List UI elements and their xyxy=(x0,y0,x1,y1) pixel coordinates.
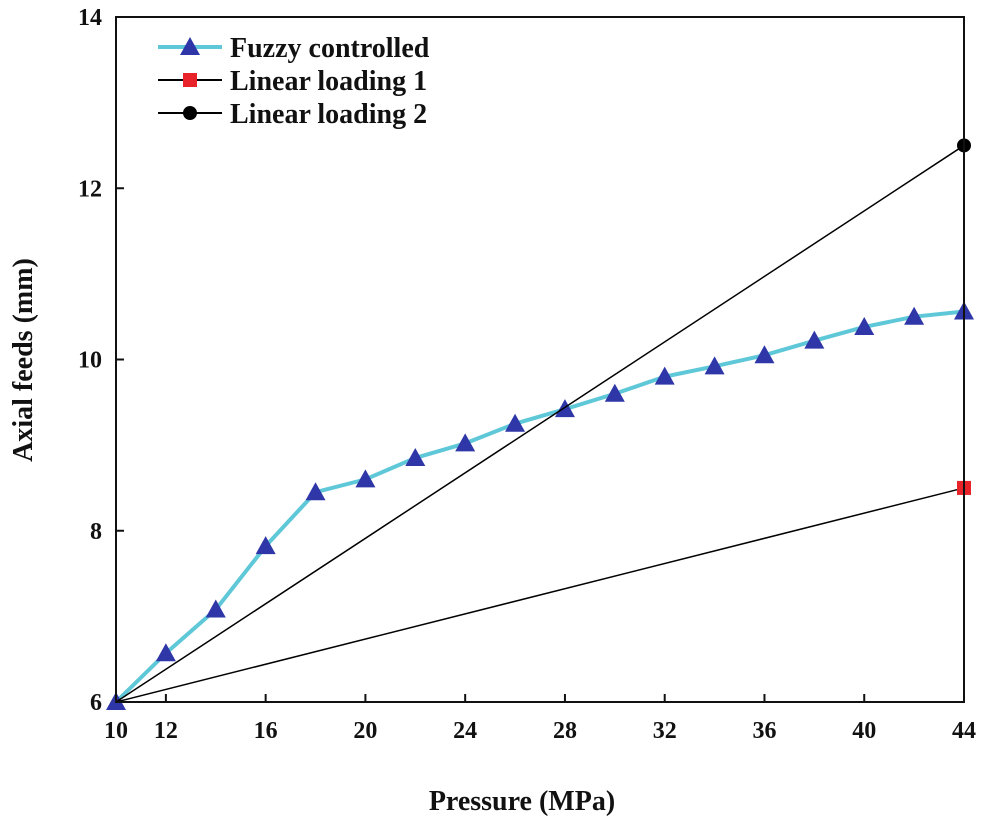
data-point xyxy=(205,599,226,618)
legend-label: Linear loading 2 xyxy=(230,99,427,130)
legend-marker xyxy=(183,106,197,120)
x-tick-label: 36 xyxy=(752,718,776,744)
legend-label: Linear loading 1 xyxy=(230,66,427,97)
y-tick-label: 14 xyxy=(78,5,102,31)
y-tick-label: 12 xyxy=(78,176,102,202)
x-tick-label: 40 xyxy=(852,718,876,744)
data-point xyxy=(405,447,426,466)
y-axis-title: Axial feeds (mm) xyxy=(8,258,39,462)
y-tick-label: 6 xyxy=(90,690,102,716)
data-point xyxy=(654,366,675,385)
x-tick-label: 32 xyxy=(653,718,677,744)
legend-marker xyxy=(180,37,200,55)
x-tick-label: 10 xyxy=(104,718,128,744)
legend-label: Fuzzy controlled xyxy=(230,33,430,64)
x-tick-label: 20 xyxy=(353,718,377,744)
data-point xyxy=(604,383,625,402)
data-point xyxy=(355,469,376,488)
data-point xyxy=(505,413,526,432)
series-line-3 xyxy=(115,144,965,703)
data-point xyxy=(455,433,476,452)
y-tick-label: 10 xyxy=(78,348,102,374)
x-tick-label: 28 xyxy=(553,718,577,744)
data-point xyxy=(854,316,875,335)
x-tick-label: 24 xyxy=(453,718,477,744)
data-point xyxy=(305,482,326,501)
x-tick-label: 16 xyxy=(254,718,278,744)
data-point xyxy=(804,330,825,349)
x-tick-label: 12 xyxy=(154,718,178,744)
series-line-2 xyxy=(115,487,965,703)
legend-marker xyxy=(183,73,197,87)
data-point xyxy=(904,306,925,325)
data-point xyxy=(255,536,276,555)
series-line-1 xyxy=(114,309,965,704)
data-point xyxy=(704,356,725,375)
data-point xyxy=(155,643,176,662)
x-axis-title: Pressure (MPa) xyxy=(429,786,615,817)
data-point xyxy=(754,345,775,364)
x-tick-label: 44 xyxy=(952,718,976,744)
y-tick-label: 8 xyxy=(90,519,102,545)
